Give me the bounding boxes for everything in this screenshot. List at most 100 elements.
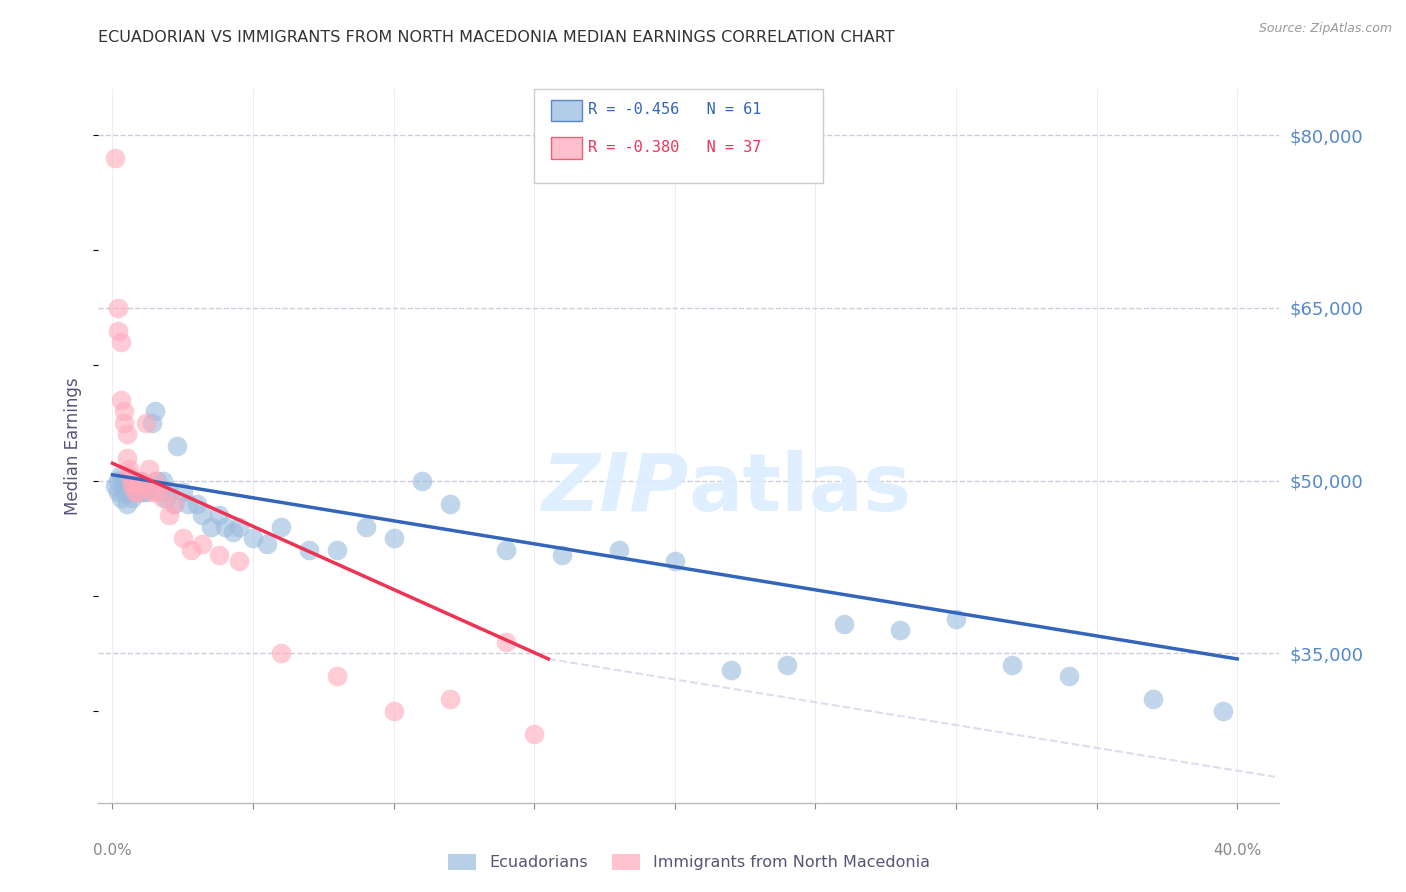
Point xyxy=(180,542,202,557)
Point xyxy=(1001,657,1024,672)
Point xyxy=(382,704,405,718)
Point xyxy=(270,519,292,533)
Point xyxy=(115,497,138,511)
Point xyxy=(776,657,799,672)
Point xyxy=(326,542,349,557)
Point xyxy=(118,474,141,488)
Point xyxy=(138,479,160,493)
Point xyxy=(124,474,146,488)
Point xyxy=(146,474,169,488)
Point xyxy=(191,537,214,551)
Point xyxy=(143,474,166,488)
Text: ZIP: ZIP xyxy=(541,450,689,528)
Point xyxy=(200,519,222,533)
Point xyxy=(439,497,461,511)
Point xyxy=(945,612,967,626)
Point xyxy=(141,416,163,430)
Point xyxy=(214,519,236,533)
Point xyxy=(228,554,250,568)
Point xyxy=(115,450,138,465)
Point xyxy=(495,634,517,648)
Point xyxy=(121,479,143,493)
Point xyxy=(115,479,138,493)
Point xyxy=(1212,704,1234,718)
Point xyxy=(664,554,686,568)
Point xyxy=(124,474,146,488)
Point xyxy=(495,542,517,557)
Point xyxy=(152,474,174,488)
Point xyxy=(551,549,574,563)
Point xyxy=(132,479,155,493)
Point xyxy=(124,485,146,500)
Point xyxy=(222,525,245,540)
Point xyxy=(121,479,143,493)
Point xyxy=(118,485,141,500)
Point xyxy=(1057,669,1080,683)
Point xyxy=(110,491,132,505)
Point xyxy=(607,542,630,557)
Point xyxy=(118,467,141,482)
Point xyxy=(110,335,132,350)
Point xyxy=(112,474,135,488)
Point xyxy=(110,467,132,482)
Point xyxy=(208,508,231,522)
Text: 40.0%: 40.0% xyxy=(1213,843,1261,858)
Point xyxy=(141,485,163,500)
Point xyxy=(112,485,135,500)
Point xyxy=(208,549,231,563)
Point xyxy=(228,519,250,533)
Point xyxy=(112,416,135,430)
Point xyxy=(152,491,174,505)
Point xyxy=(110,392,132,407)
Text: R = -0.456   N = 61: R = -0.456 N = 61 xyxy=(588,103,761,117)
Point xyxy=(127,485,149,500)
Point xyxy=(163,497,186,511)
Point xyxy=(163,497,186,511)
Point xyxy=(186,497,208,511)
Point xyxy=(523,727,546,741)
Point xyxy=(121,491,143,505)
Point xyxy=(132,485,155,500)
Point xyxy=(112,404,135,418)
Point xyxy=(143,404,166,418)
Point xyxy=(166,439,188,453)
Legend: Ecuadorians, Immigrants from North Macedonia: Ecuadorians, Immigrants from North Maced… xyxy=(441,847,936,877)
Point xyxy=(157,485,180,500)
Point xyxy=(129,479,152,493)
Point xyxy=(107,474,129,488)
Point xyxy=(298,542,321,557)
Point xyxy=(242,531,264,545)
Point xyxy=(121,474,143,488)
Text: atlas: atlas xyxy=(689,450,912,528)
Point xyxy=(146,485,169,500)
Point xyxy=(155,491,177,505)
Text: R = -0.380   N = 37: R = -0.380 N = 37 xyxy=(588,140,761,154)
Point xyxy=(129,474,152,488)
Point xyxy=(107,324,129,338)
Text: ECUADORIAN VS IMMIGRANTS FROM NORTH MACEDONIA MEDIAN EARNINGS CORRELATION CHART: ECUADORIAN VS IMMIGRANTS FROM NORTH MACE… xyxy=(98,29,896,45)
Point xyxy=(326,669,349,683)
Point xyxy=(107,485,129,500)
Point xyxy=(1142,692,1164,706)
Text: 0.0%: 0.0% xyxy=(93,843,132,858)
Point xyxy=(256,537,278,551)
Point xyxy=(191,508,214,522)
Point xyxy=(439,692,461,706)
Point xyxy=(172,485,194,500)
Point xyxy=(115,427,138,442)
Point xyxy=(127,485,149,500)
Point xyxy=(720,664,742,678)
Point xyxy=(104,151,127,165)
Y-axis label: Median Earnings: Median Earnings xyxy=(65,377,83,515)
Point xyxy=(129,474,152,488)
Point xyxy=(104,479,127,493)
Point xyxy=(832,617,855,632)
Point xyxy=(107,301,129,315)
Point xyxy=(411,474,433,488)
Text: Source: ZipAtlas.com: Source: ZipAtlas.com xyxy=(1258,22,1392,36)
Point xyxy=(138,462,160,476)
Point xyxy=(124,485,146,500)
Point xyxy=(157,508,180,522)
Point xyxy=(172,531,194,545)
Point xyxy=(135,485,157,500)
